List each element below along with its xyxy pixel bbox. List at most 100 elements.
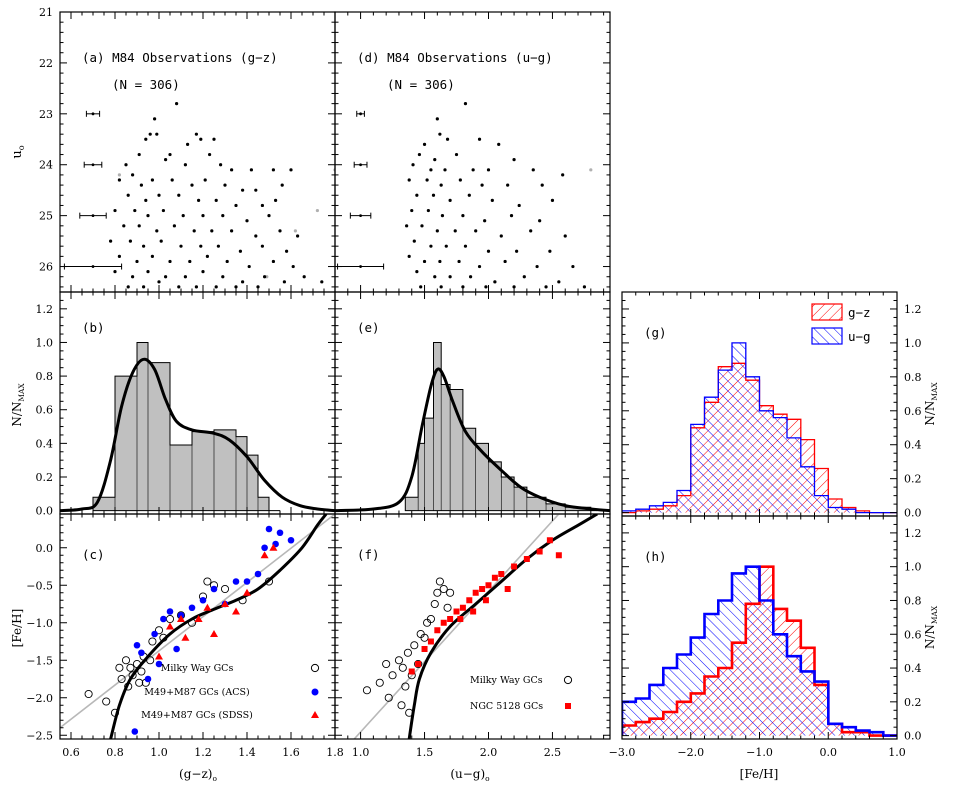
panel-label-d: (d) M84 Observations (u−g): [357, 50, 553, 65]
acs-gc: [261, 544, 268, 552]
data-point: [457, 259, 461, 264]
ngc5128-gc: [470, 608, 477, 615]
data-point: [486, 168, 491, 172]
y-tick-label: −1.0: [26, 617, 53, 630]
milky-way-gc: [405, 708, 414, 717]
milky-way-gc: [430, 599, 439, 609]
milky-way-gc: [382, 659, 391, 669]
y-axis-label-b: N/NMAX: [10, 383, 26, 427]
x-tick-label: 0.6: [62, 746, 80, 759]
ug-histogram-h: [622, 565, 897, 737]
y-tick-label: 0.4: [36, 437, 54, 450]
acs-gc: [131, 728, 139, 735]
y-tick-label: 0.8: [36, 370, 54, 383]
data-point: [137, 152, 141, 157]
acs-gc: [243, 578, 251, 585]
data-point: [203, 178, 207, 182]
data-point: [490, 198, 494, 202]
ngc5128-gc: [440, 619, 447, 626]
relation-curve-c: [109, 514, 328, 739]
data-point: [142, 244, 146, 248]
panel-label-a: (a) M84 Observations (g−z): [82, 50, 278, 65]
data-point: [540, 183, 544, 187]
milky-way-gc: [117, 674, 126, 684]
y-tick-label: −2.5: [26, 729, 53, 742]
data-point: [407, 254, 411, 258]
data-point: [221, 214, 225, 218]
legend-label: Milky Way GCs: [470, 675, 543, 686]
milky-way-gc: [264, 577, 274, 586]
data-point: [417, 152, 422, 157]
milky-way-gc: [388, 671, 397, 680]
data-point: [439, 183, 443, 187]
x-tick-label: 1.8: [326, 746, 344, 759]
x-axis-label-f-sub: o: [485, 774, 490, 783]
data-point: [179, 244, 183, 248]
milky-way-gc: [403, 648, 412, 657]
data-point: [164, 158, 168, 162]
ug-hatch-g: [622, 342, 897, 513]
data-point: [274, 198, 278, 202]
panel-label-e: (e): [357, 320, 380, 335]
data-point: [278, 229, 282, 233]
panel-label-f: (f): [357, 547, 380, 562]
data-point: [461, 214, 465, 218]
acs-gc: [160, 615, 167, 623]
data-point: [463, 102, 468, 106]
data-point: [486, 249, 491, 253]
errorbar-center: [359, 163, 362, 167]
data-point: [181, 214, 185, 218]
data-point: [230, 168, 234, 172]
data-point: [109, 239, 113, 243]
histograms-g: [622, 342, 897, 514]
histograms-h: [622, 565, 897, 737]
data-point: [146, 270, 150, 274]
density-curve-e-clip: [335, 367, 610, 513]
data-point: [453, 229, 457, 233]
x-tick-label: 1.4: [238, 746, 256, 759]
markers-f: [362, 537, 562, 717]
data-point: [168, 152, 172, 157]
data-point: [117, 254, 121, 258]
data-point: [263, 275, 267, 279]
acs-gc: [173, 645, 180, 653]
data-point: [128, 239, 132, 243]
y-tick-label-right: 1.2: [904, 527, 922, 540]
data-point: [529, 229, 533, 233]
data-point: [172, 224, 176, 228]
milky-way-gc: [110, 708, 120, 717]
milky-way-gc: [148, 637, 157, 646]
legend-swatch-ug: [811, 327, 843, 345]
data-point: [157, 280, 161, 284]
data-point: [458, 178, 462, 182]
milky-way-gc: [203, 577, 212, 586]
ngc5128-gc: [408, 668, 415, 675]
milky-way-gc: [439, 584, 448, 594]
data-point: [468, 275, 473, 279]
milky-way-gc: [401, 682, 410, 691]
milky-way-gc: [398, 663, 407, 672]
x-axis-label-h: [Fe/H]: [740, 767, 779, 781]
x-tick-label: 1.2: [194, 746, 212, 759]
errorbar-center: [91, 265, 95, 268]
data-point: [241, 280, 245, 284]
y-tick-label: 26: [39, 261, 53, 274]
x-tick-label: −1.0: [746, 746, 773, 759]
sdss-gc: [210, 630, 218, 637]
data-point: [183, 275, 187, 279]
data-point: [483, 219, 487, 223]
data-point: [164, 275, 168, 279]
ngc5128-gc: [498, 571, 505, 577]
data-point: [148, 132, 152, 136]
density-curve-b: [60, 357, 335, 513]
legend-marker-blue-dot: [311, 688, 319, 696]
y-tick-label-right: 0.8: [904, 371, 922, 384]
milky-way-gc: [154, 626, 164, 635]
data-point: [139, 183, 143, 187]
data-point: [188, 259, 192, 264]
x-tick-label: 1.0: [888, 746, 906, 759]
data-point: [291, 264, 295, 269]
x-tick-label: 1.0: [352, 746, 370, 759]
data-point: [512, 158, 516, 162]
data-point: [544, 285, 548, 289]
